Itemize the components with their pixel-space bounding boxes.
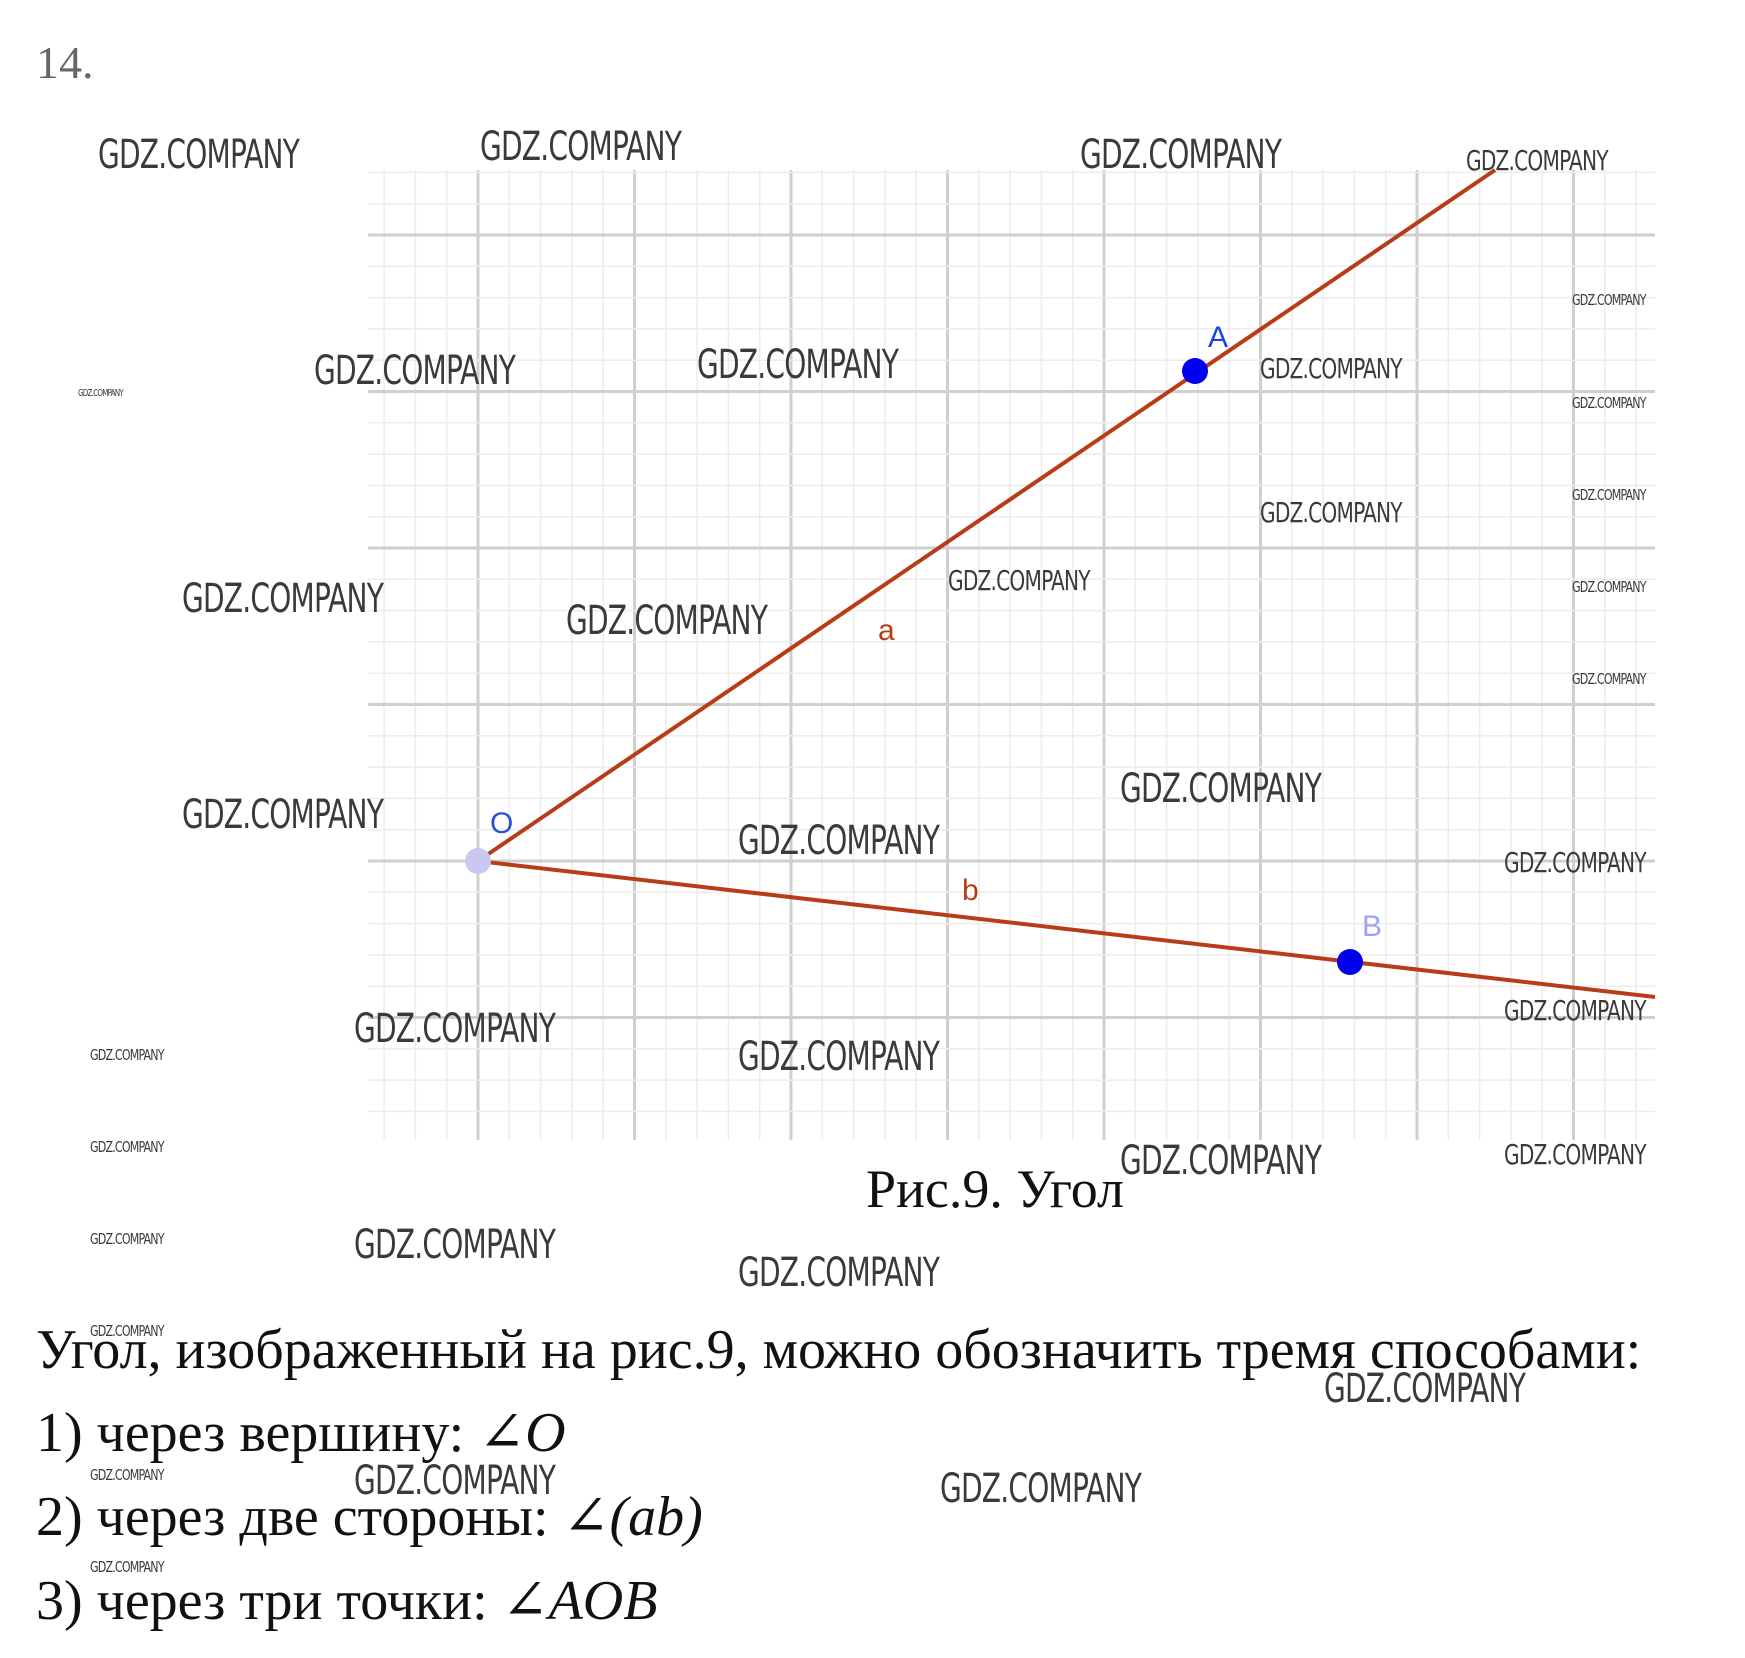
way-3-text: 3) через три точки: [36,1570,502,1632]
watermark: GDZ.COMPANY [1120,1138,1322,1184]
point-a [1182,358,1208,384]
watermark: GDZ.COMPANY [738,1250,940,1296]
watermark: GDZ.COMPANY [1572,578,1646,596]
watermark: GDZ.COMPANY [1504,846,1647,879]
point-label-a: A [1208,321,1228,354]
way-2-math: ∠(ab) [562,1486,703,1548]
coordinate-grid [368,170,1655,1140]
ray-b [477,859,1656,999]
watermark: GDZ.COMPANY [1324,1366,1526,1412]
watermark: GDZ.COMPANY [738,1034,940,1080]
watermark: GDZ.COMPANY [566,598,768,644]
watermark: GDZ.COMPANY [940,1466,1142,1512]
watermark: GDZ.COMPANY [90,1322,164,1340]
watermark: GDZ.COMPANY [1572,486,1646,504]
problem-number: 14. [36,37,94,88]
intro-text: Угол, изображенный на рис.9, можно обозн… [36,1319,1642,1381]
way-1-text: 1) через вершину: [36,1402,479,1464]
ray-a [476,168,1497,863]
watermark: GDZ.COMPANY [90,1466,164,1484]
watermark: GDZ.COMPANY [697,342,899,388]
watermark: GDZ.COMPANY [90,1046,164,1064]
watermark: GDZ.COMPANY [182,576,384,622]
ray-label-b: b [962,874,979,907]
way-2-text: 2) через две стороны: [36,1486,563,1548]
watermark: GDZ.COMPANY [1504,1138,1647,1171]
watermark: GDZ.COMPANY [90,1138,164,1156]
watermark: GDZ.COMPANY [480,124,682,170]
watermark: GDZ.COMPANY [90,1230,164,1248]
watermark: GDZ.COMPANY [314,348,516,394]
watermark: GDZ.COMPANY [1120,766,1322,812]
point-o [465,848,491,874]
watermark: GDZ.COMPANY [354,1458,556,1504]
watermark: GDZ.COMPANY [354,1006,556,1052]
watermark: GDZ.COMPANY [78,388,124,399]
watermark: GDZ.COMPANY [1572,670,1646,688]
watermark: GDZ.COMPANY [90,1558,164,1576]
watermark: GDZ.COMPANY [1080,132,1282,178]
watermark: GDZ.COMPANY [1260,496,1403,529]
watermark: GDZ.COMPANY [1504,994,1647,1027]
watermark: GDZ.COMPANY [948,564,1091,597]
ray-label-a: a [878,614,895,647]
point-label-b: B [1362,910,1382,943]
way-1: 1) через вершину: ∠O [36,1400,566,1465]
watermark: GDZ.COMPANY [354,1222,556,1268]
watermark: GDZ.COMPANY [738,818,940,864]
watermark: GDZ.COMPANY [1260,352,1403,385]
figure-caption: Рис.9. Угол [866,1159,1124,1219]
watermark: GDZ.COMPANY [1466,144,1609,177]
way-1-math: ∠O [478,1402,566,1464]
way-2: 2) через две стороны: ∠(ab) [36,1484,703,1549]
point-label-o: O [490,807,513,840]
watermark: GDZ.COMPANY [1572,394,1646,412]
way-3-math: ∠AOB [501,1570,658,1632]
point-b [1337,949,1363,975]
way-3: 3) через три точки: ∠AOB [36,1568,657,1633]
watermark: GDZ.COMPANY [182,792,384,838]
watermark: GDZ.COMPANY [98,132,300,178]
watermark: GDZ.COMPANY [1572,291,1646,309]
